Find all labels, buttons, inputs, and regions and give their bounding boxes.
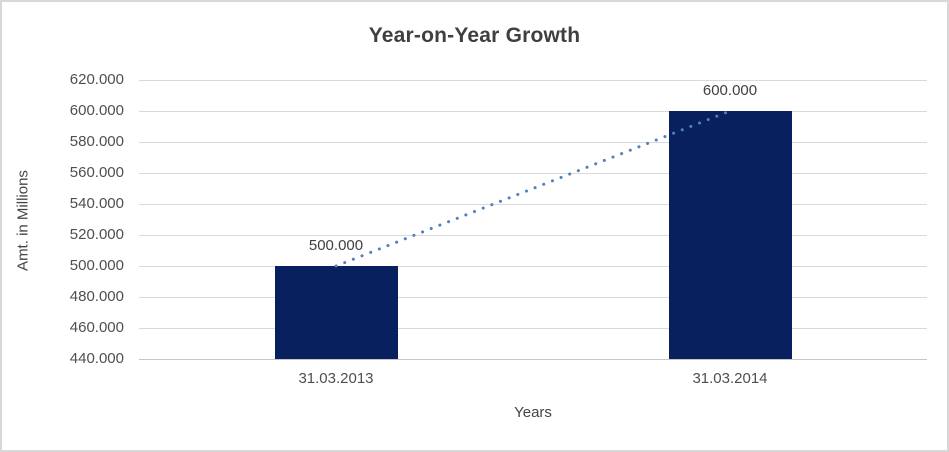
bar-31.03.2014 <box>668 111 792 359</box>
gridline <box>139 327 927 329</box>
y-tick-label: 440.000 <box>69 350 124 367</box>
bar-31.03.2013 <box>274 266 398 359</box>
gridline <box>139 296 927 298</box>
y-tick-label: 520.000 <box>69 226 124 243</box>
y-axis-tick-labels: 620.000 600.000 580.000 560.000 540.000 520.0… <box>30 71 124 367</box>
gridline <box>139 234 927 236</box>
gridline <box>139 110 927 112</box>
y-tick-label: 560.000 <box>69 164 124 181</box>
y-axis-title: Amt. in Millions <box>14 170 32 271</box>
gridline <box>139 265 927 267</box>
gridline <box>139 172 927 174</box>
x-category-label: 31.03.2014 <box>692 370 768 387</box>
bar-value-label: 500.000 <box>308 237 364 254</box>
y-tick-label: 480.000 <box>69 288 124 305</box>
trendline <box>334 109 732 268</box>
gridline <box>139 141 927 143</box>
y-tick-label: 460.000 <box>69 319 124 336</box>
x-axis-title: Years <box>514 404 552 421</box>
y-tick-label: 600.000 <box>69 102 124 119</box>
gridline <box>139 358 927 360</box>
chart-title: Year-on-Year Growth <box>368 24 581 47</box>
y-tick-label: 620.000 <box>69 71 124 88</box>
y-tick-label: 580.000 <box>69 133 124 150</box>
y-tick-label: 500.000 <box>69 257 124 274</box>
gridline <box>139 79 927 81</box>
y-tick-label: 540.000 <box>69 195 124 212</box>
bar-value-label: 600.000 <box>702 82 758 99</box>
x-category-label: 31.03.2013 <box>298 370 374 387</box>
plot-area: 500.000 600.000 <box>139 79 927 360</box>
gridline <box>139 203 927 205</box>
